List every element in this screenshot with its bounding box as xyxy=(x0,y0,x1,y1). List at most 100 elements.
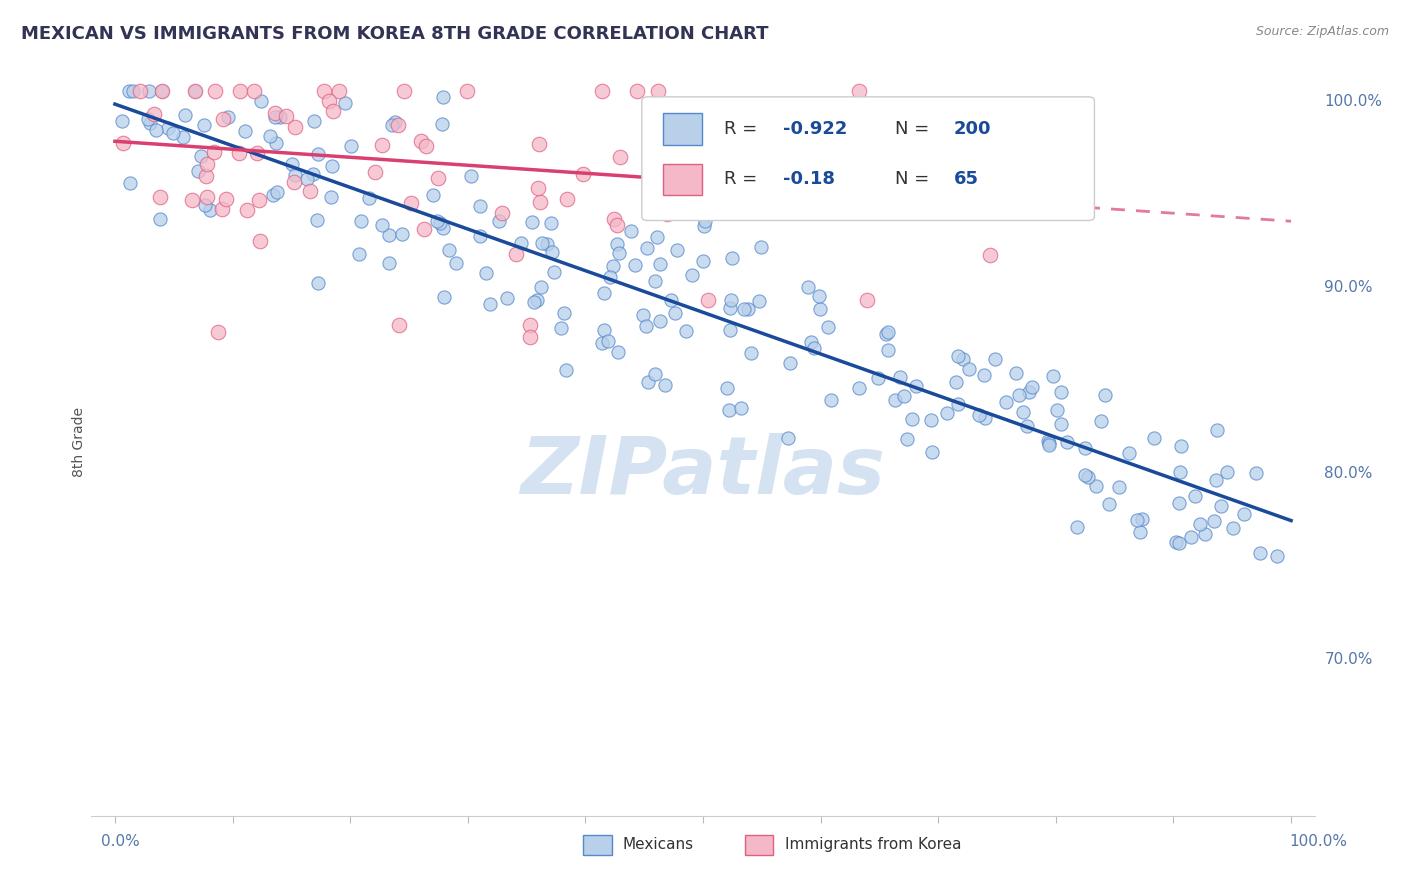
Point xyxy=(297,171,319,186)
Point xyxy=(307,147,329,161)
Point xyxy=(1008,387,1031,401)
Point xyxy=(572,167,595,181)
Point xyxy=(264,136,287,150)
Point xyxy=(1074,442,1097,456)
Y-axis label: 8th Grade: 8th Grade xyxy=(72,407,86,476)
Point xyxy=(429,216,451,230)
Point xyxy=(488,214,510,228)
Point xyxy=(634,319,657,334)
Point xyxy=(740,346,762,360)
Point xyxy=(921,444,943,458)
Point xyxy=(624,258,647,272)
Point xyxy=(659,293,682,307)
Point xyxy=(259,128,281,143)
Point xyxy=(693,219,716,234)
Point xyxy=(195,157,218,171)
Point xyxy=(645,229,668,244)
Point xyxy=(1170,439,1192,453)
Point xyxy=(266,185,288,199)
Point xyxy=(848,381,870,395)
Point xyxy=(381,118,404,132)
Point xyxy=(904,379,927,393)
Point xyxy=(553,306,575,320)
Point xyxy=(693,214,716,228)
Point xyxy=(1168,536,1191,550)
Point xyxy=(111,136,134,150)
Point xyxy=(378,227,401,242)
Point xyxy=(157,120,180,135)
Point xyxy=(204,84,226,98)
Point xyxy=(319,190,342,204)
Point xyxy=(526,293,548,307)
Point xyxy=(415,139,437,153)
Point xyxy=(128,84,150,98)
Point xyxy=(264,110,287,124)
Point xyxy=(150,84,173,98)
Point xyxy=(631,309,654,323)
Point xyxy=(523,294,546,309)
Point xyxy=(749,240,772,254)
Point xyxy=(1118,446,1140,460)
Point xyxy=(995,395,1018,409)
Point xyxy=(1168,496,1191,510)
Point xyxy=(1036,434,1059,448)
Point xyxy=(149,211,172,226)
Point xyxy=(530,280,553,294)
Point xyxy=(1038,436,1060,450)
Point xyxy=(520,215,543,229)
Point xyxy=(162,126,184,140)
Text: MEXICAN VS IMMIGRANTS FROM KOREA 8TH GRADE CORRELATION CHART: MEXICAN VS IMMIGRANTS FROM KOREA 8TH GRA… xyxy=(21,25,769,43)
Point xyxy=(432,221,454,235)
Point xyxy=(733,301,755,316)
Point xyxy=(529,194,551,209)
Point xyxy=(364,165,387,179)
Text: 0.0%: 0.0% xyxy=(101,834,141,849)
Point xyxy=(207,326,229,340)
Point xyxy=(437,244,460,258)
Text: 200: 200 xyxy=(953,120,991,138)
Point xyxy=(1090,414,1112,428)
Point xyxy=(322,103,344,118)
Point xyxy=(1038,438,1060,452)
Point xyxy=(866,371,889,385)
Point xyxy=(675,324,697,338)
Point xyxy=(644,367,666,381)
Point xyxy=(848,84,870,98)
Text: Immigrants from Korea: Immigrants from Korea xyxy=(785,838,962,852)
Point xyxy=(180,194,202,208)
Point xyxy=(432,117,454,131)
Point xyxy=(541,245,564,260)
Point xyxy=(536,237,558,252)
Point xyxy=(388,318,411,333)
Point xyxy=(422,187,444,202)
Point xyxy=(370,218,392,232)
Point xyxy=(637,375,659,389)
Point xyxy=(530,236,553,251)
Point xyxy=(808,288,831,302)
Text: 100.0%: 100.0% xyxy=(1289,834,1347,849)
Point xyxy=(593,286,616,301)
Point xyxy=(190,149,212,163)
Point xyxy=(681,268,703,282)
Point xyxy=(720,199,742,213)
Point xyxy=(475,266,498,280)
Point xyxy=(889,369,911,384)
Point xyxy=(1098,497,1121,511)
Point xyxy=(399,195,422,210)
Point xyxy=(665,243,688,257)
Point xyxy=(149,190,172,204)
Point xyxy=(1130,512,1153,526)
Point xyxy=(884,392,907,407)
Point xyxy=(269,111,291,125)
Point xyxy=(626,84,648,98)
Point xyxy=(973,411,995,425)
Point xyxy=(193,118,215,132)
Point xyxy=(470,228,492,243)
Point xyxy=(696,293,718,307)
Point xyxy=(302,114,325,128)
Point xyxy=(856,293,879,308)
Point xyxy=(620,224,643,238)
Point xyxy=(1216,465,1239,479)
Point xyxy=(391,227,413,242)
Point xyxy=(321,159,343,173)
